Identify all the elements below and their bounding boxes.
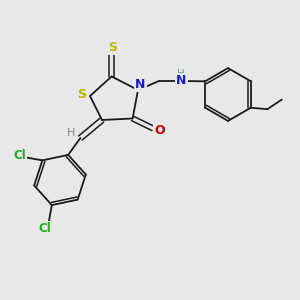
Text: S: S (108, 41, 117, 54)
Text: S: S (77, 88, 86, 101)
Text: O: O (154, 124, 165, 137)
Text: N: N (176, 74, 186, 88)
Text: H: H (177, 69, 185, 80)
Text: N: N (135, 77, 146, 91)
Text: Cl: Cl (14, 149, 26, 162)
Text: Cl: Cl (39, 222, 52, 235)
Text: H: H (67, 128, 76, 138)
